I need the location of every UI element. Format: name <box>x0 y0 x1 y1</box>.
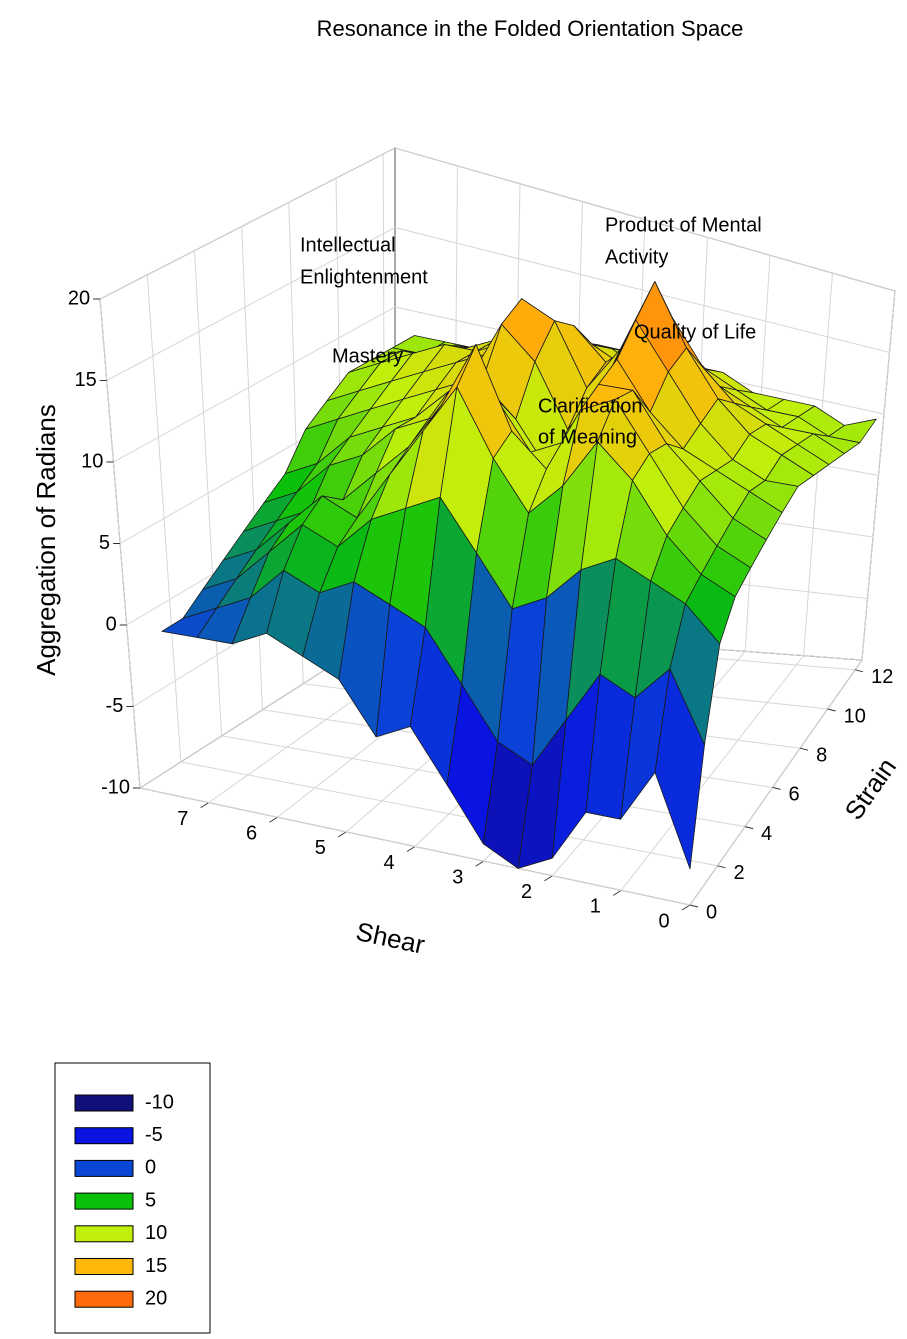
annotation: Quality of Life <box>634 321 756 343</box>
tick-mark <box>772 786 781 790</box>
y-tick-label: 10 <box>844 705 866 727</box>
grid-line <box>113 306 396 463</box>
legend-swatch <box>74 1258 134 1275</box>
grid-line <box>139 787 691 906</box>
tick-mark <box>200 802 210 809</box>
x-axis-title: Shear <box>353 916 427 960</box>
x-tick-label: 0 <box>658 910 669 932</box>
tick-mark <box>744 826 754 830</box>
z-tick-label: 10 <box>81 450 103 472</box>
tick-mark <box>717 865 726 869</box>
legend-label: -10 <box>145 1091 174 1113</box>
tick-mark <box>612 889 622 896</box>
legend-label: 10 <box>145 1222 167 1244</box>
annotation: Mastery <box>332 345 403 367</box>
legend-label: 5 <box>145 1189 156 1211</box>
z-tick-label: 20 <box>68 287 90 309</box>
x-tick-label: 7 <box>177 808 188 830</box>
grid-line <box>99 147 396 300</box>
x-tick-label: 1 <box>590 896 601 918</box>
y-tick-label: 0 <box>706 901 717 923</box>
legend-label: 0 <box>145 1157 156 1179</box>
z-tick-label: -10 <box>101 776 130 798</box>
tick-mark <box>827 708 836 712</box>
y-tick-label: 4 <box>761 823 772 845</box>
z-tick-label: -5 <box>106 695 124 717</box>
z-tick-label: 0 <box>106 613 117 635</box>
x-tick-label: 4 <box>383 852 394 874</box>
grid-line <box>106 227 396 381</box>
grid-line <box>689 659 863 906</box>
y-axis-title: Strain <box>838 752 902 825</box>
legend-swatch <box>74 1159 134 1177</box>
tick-mark <box>337 831 347 838</box>
z-tick-label: 15 <box>75 369 97 391</box>
legend-swatch <box>74 1127 134 1145</box>
legend-swatch <box>74 1290 134 1308</box>
grid-line <box>180 761 718 867</box>
annotation: Enlightenment <box>300 266 428 288</box>
y-tick-label: 2 <box>734 862 745 884</box>
annotation: Activity <box>605 246 668 268</box>
annotation: Product of Mental <box>605 214 762 236</box>
grid-line <box>620 655 805 891</box>
legend-label: 20 <box>145 1287 167 1309</box>
annotation: of Meaning <box>538 426 637 448</box>
legend-swatch <box>74 1225 134 1243</box>
tick-mark <box>681 904 691 911</box>
y-tick-label: 12 <box>871 666 893 688</box>
grid-line <box>394 147 896 292</box>
tick-mark <box>854 669 864 673</box>
surface-patch <box>654 668 705 870</box>
x-tick-label: 2 <box>521 881 532 903</box>
annotation: Clarification <box>538 395 642 417</box>
x-tick-label: 3 <box>452 866 463 888</box>
legend-swatch <box>74 1192 134 1210</box>
x-tick-label: 6 <box>246 823 257 845</box>
legend-label: -5 <box>145 1124 163 1146</box>
tick-mark <box>406 846 416 852</box>
y-tick-label: 6 <box>789 784 800 806</box>
z-tick-label: 5 <box>99 532 110 554</box>
z-axis-title: Aggregation of Radians <box>31 404 61 676</box>
tick-mark <box>269 816 278 823</box>
annotation: Intellectual <box>300 234 396 256</box>
tick-mark <box>475 860 485 867</box>
tick-mark <box>689 904 699 908</box>
x-tick-label: 5 <box>315 837 326 859</box>
chart-title: Resonance in the Folded Orientation Spac… <box>317 16 744 41</box>
tick-mark <box>544 875 553 882</box>
tick-mark <box>799 747 809 751</box>
grid-line <box>394 227 890 353</box>
legend-swatch <box>74 1094 134 1112</box>
annotations: Intellectual Enlightenment Product of Me… <box>300 214 762 448</box>
legend-label: 15 <box>145 1255 167 1277</box>
y-tick-label: 8 <box>816 744 827 766</box>
